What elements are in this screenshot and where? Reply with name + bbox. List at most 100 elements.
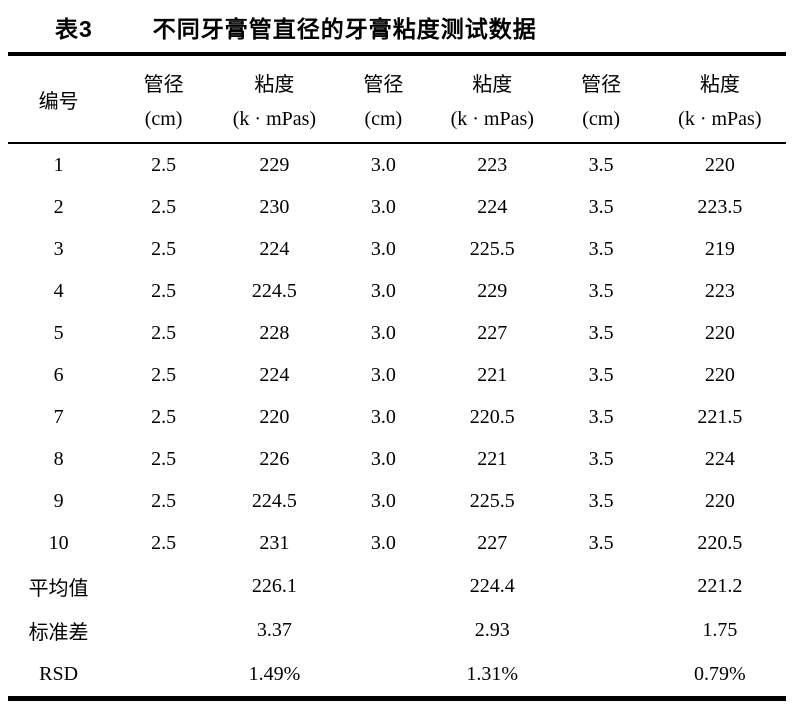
header-cell-viscosity-3: 粘度 (k · mPas) <box>654 54 786 143</box>
table-row: 3 2.5 224 3.0 225.5 3.5 219 <box>8 228 786 270</box>
header-row: 编号 管径 (cm) 粘度 (k · mPas) <box>8 54 786 143</box>
value-cell: 229 <box>477 279 508 302</box>
table-row: 9 2.5 224.5 3.0 225.5 3.5 220 <box>8 480 786 522</box>
value-cell: 2.5 <box>151 363 177 386</box>
value-cell: 221.5 <box>697 405 743 428</box>
row-label-cell: 平均值 <box>28 577 89 600</box>
value-cell: 3.0 <box>370 279 396 302</box>
value-cell: 223 <box>704 279 735 302</box>
summary-row: 标准差 3.37 2.93 1.75 <box>8 608 786 652</box>
value-cell <box>109 608 218 652</box>
value-cell: 220 <box>704 153 735 176</box>
value-cell: 221 <box>477 363 508 386</box>
table-row: 7 2.5 220 3.0 220.5 3.5 221.5 <box>8 396 786 438</box>
table-row: 4 2.5 224.5 3.0 229 3.5 223 <box>8 270 786 312</box>
value-cell: 2.5 <box>151 531 177 554</box>
row-label-cell: 1 <box>53 153 64 176</box>
value-cell: 1.49% <box>248 662 301 685</box>
value-cell: 2.5 <box>151 489 177 512</box>
header-viscosity-3-label: 粘度 <box>699 73 740 96</box>
value-cell <box>109 652 218 699</box>
table-body: 1 2.5 229 3.0 223 3.5 220 2 2.5 230 3.0 224 3.5 223.5… <box>8 143 786 699</box>
header-viscosity-1-label: 粘度 <box>254 73 295 96</box>
value-cell: 224 <box>477 195 508 218</box>
value-cell: 224.4 <box>469 574 515 597</box>
value-cell <box>331 608 436 652</box>
viscosity-data-table: 编号 管径 (cm) 粘度 (k · mPas) <box>8 52 786 701</box>
table-row: 8 2.5 226 3.0 221 3.5 224 <box>8 438 786 480</box>
value-cell: 224 <box>259 363 290 386</box>
value-cell: 220 <box>704 321 735 344</box>
value-cell: 3.5 <box>588 489 614 512</box>
value-cell: 224.5 <box>251 489 297 512</box>
row-label-cell: 10 <box>48 531 69 554</box>
value-cell: 3.0 <box>370 321 396 344</box>
value-cell: 231 <box>259 531 290 554</box>
header-diameter-1-unit: (cm) <box>144 107 183 130</box>
value-cell: 2.5 <box>151 447 177 470</box>
header-cell-diameter-3: 管径 (cm) <box>549 54 654 143</box>
summary-row: RSD 1.49% 1.31% 0.79% <box>8 652 786 699</box>
value-cell <box>549 608 654 652</box>
value-cell: 220 <box>259 405 290 428</box>
value-cell: 2.5 <box>151 195 177 218</box>
value-cell: 3.0 <box>370 447 396 470</box>
value-cell: 224 <box>259 237 290 260</box>
header-diameter-3-unit: (cm) <box>582 107 621 130</box>
value-cell: 223.5 <box>697 195 743 218</box>
row-label-cell: RSD <box>39 662 79 685</box>
row-label-cell: 2 <box>53 195 64 218</box>
value-cell: 1.75 <box>702 618 738 641</box>
value-cell: 2.5 <box>151 321 177 344</box>
value-cell <box>331 652 436 699</box>
row-label-cell: 8 <box>53 447 64 470</box>
header-viscosity-1-unit: (k · mPas) <box>232 107 317 130</box>
header-cell-viscosity-2: 粘度 (k · mPas) <box>436 54 549 143</box>
value-cell: 225.5 <box>469 489 515 512</box>
value-cell: 1.31% <box>466 662 519 685</box>
value-cell <box>109 564 218 608</box>
row-label-cell: 5 <box>53 321 64 344</box>
value-cell: 3.5 <box>588 405 614 428</box>
row-label-cell: 标准差 <box>28 621 89 644</box>
table-header: 编号 管径 (cm) 粘度 (k · mPas) <box>8 54 786 143</box>
table-caption: 表3 不同牙膏管直径的牙膏粘度测试数据 <box>0 10 794 48</box>
value-cell: 0.79% <box>693 662 746 685</box>
header-viscosity-2-unit: (k · mPas) <box>450 107 534 130</box>
value-cell: 2.5 <box>151 237 177 260</box>
value-cell: 229 <box>259 153 290 176</box>
header-cell-diameter-1: 管径 (cm) <box>109 54 218 143</box>
table-row: 6 2.5 224 3.0 221 3.5 220 <box>8 354 786 396</box>
summary-row: 平均值 226.1 224.4 221.2 <box>8 564 786 608</box>
row-label-cell: 7 <box>53 405 64 428</box>
value-cell: 3.5 <box>588 195 614 218</box>
table-container: 编号 管径 (cm) 粘度 (k · mPas) <box>8 52 786 701</box>
value-cell: 3.5 <box>588 447 614 470</box>
header-cell-number: 编号 <box>38 90 79 113</box>
table-row: 2 2.5 230 3.0 224 3.5 223.5 <box>8 186 786 228</box>
header-cell-viscosity-1: 粘度 (k · mPas) <box>218 54 331 143</box>
value-cell: 220 <box>704 363 735 386</box>
row-label-cell: 6 <box>53 363 64 386</box>
value-cell: 3.37 <box>256 618 292 641</box>
value-cell: 226.1 <box>251 574 297 597</box>
value-cell: 224 <box>704 447 735 470</box>
value-cell: 3.0 <box>370 195 396 218</box>
value-cell: 3.0 <box>370 363 396 386</box>
row-label-cell: 3 <box>53 237 64 260</box>
row-label-cell: 4 <box>53 279 64 302</box>
value-cell: 3.5 <box>588 153 614 176</box>
value-cell: 227 <box>477 321 508 344</box>
value-cell: 219 <box>704 237 735 260</box>
value-cell: 224.5 <box>251 279 297 302</box>
value-cell: 227 <box>477 531 508 554</box>
value-cell: 2.5 <box>151 405 177 428</box>
value-cell <box>549 652 654 699</box>
value-cell: 2.5 <box>151 279 177 302</box>
row-label-cell: 9 <box>53 489 64 512</box>
value-cell: 221.2 <box>697 574 743 597</box>
header-diameter-2-unit: (cm) <box>364 107 403 130</box>
header-viscosity-2-label: 粘度 <box>472 73 513 96</box>
table-caption-title: 不同牙膏管直径的牙膏粘度测试数据 <box>152 16 537 42</box>
